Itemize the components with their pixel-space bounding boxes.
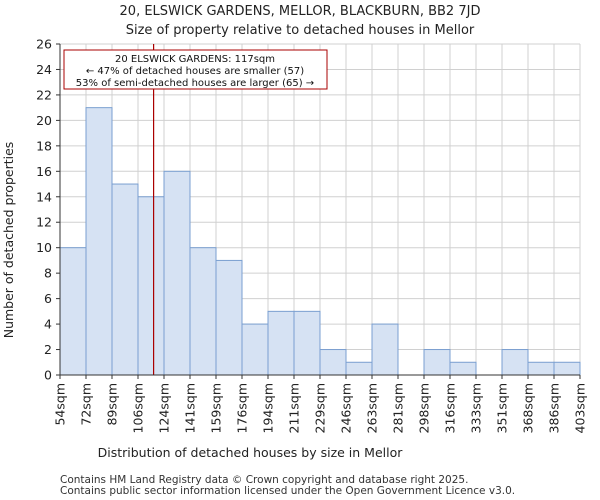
annotation-line-1: 20 ELSWICK GARDENS: 117sqm — [115, 54, 275, 65]
x-tick-label: 351sqm — [495, 383, 510, 433]
footer-line-1: Contains HM Land Registry data © Crown c… — [60, 474, 468, 486]
x-tick-label: 141sqm — [183, 383, 198, 433]
y-tick-label: 10 — [36, 240, 52, 255]
x-tick-label: 316sqm — [443, 383, 458, 433]
histogram-bar — [137, 196, 165, 376]
histogram-bar — [215, 259, 243, 376]
histogram-bar — [241, 323, 269, 376]
histogram-bar — [59, 247, 87, 376]
x-tick-label: 106sqm — [131, 383, 146, 433]
x-tick-labels: 54sqm 72sqm 89sqm 106sqm 124sqm 141sqm 159sqm 1… — [53, 383, 588, 433]
x-tick-label: 159sqm — [209, 383, 224, 433]
histogram-bar — [163, 170, 191, 376]
histogram-bar — [111, 183, 139, 376]
y-tick-label: 26 — [36, 37, 52, 52]
chart-title: 20, ELSWICK GARDENS, MELLOR, BLACKBURN, … — [120, 4, 481, 19]
y-tick-label: 2 — [44, 342, 52, 357]
x-tick-label: 386sqm — [547, 383, 562, 433]
y-tick-label: 0 — [44, 368, 52, 383]
bars — [59, 107, 581, 376]
histogram-bar — [319, 349, 347, 376]
x-tick-label: 263sqm — [365, 383, 380, 433]
x-tick-label: 368sqm — [521, 383, 536, 433]
x-tick-label: 54sqm — [53, 383, 68, 426]
x-tick-label: 176sqm — [235, 383, 250, 433]
histogram-bar — [85, 107, 113, 376]
y-tick-label: 6 — [44, 291, 52, 306]
y-tick-label: 18 — [36, 138, 52, 153]
annotation-frame — [63, 49, 328, 90]
histogram-bar — [501, 349, 529, 376]
histogram-bar — [553, 361, 581, 376]
y-tick-label: 20 — [36, 113, 52, 128]
x-tick-label: 72sqm — [79, 383, 94, 426]
histogram-bar — [293, 310, 321, 376]
histogram-bar — [371, 323, 399, 376]
y-tick-label: 16 — [36, 164, 52, 179]
x-tick-label: 333sqm — [469, 383, 484, 433]
y-tick-label: 12 — [36, 215, 52, 230]
y-tick-label: 8 — [44, 266, 52, 281]
x-axis-label: Distribution of detached houses by size … — [98, 445, 404, 460]
footer-line-2: Contains public sector information licen… — [60, 485, 515, 497]
histogram-bar — [527, 361, 555, 376]
x-tick-label: 403sqm — [573, 383, 588, 433]
chart-subtitle: Size of property relative to detached ho… — [126, 23, 475, 38]
x-tick-label: 89sqm — [105, 383, 120, 426]
annotation-line-2: ← 47% of detached houses are smaller (57… — [86, 66, 304, 77]
histogram-bar — [267, 310, 295, 376]
histogram-bar — [345, 361, 373, 376]
x-tick-label: 281sqm — [391, 383, 406, 433]
x-tick-label: 229sqm — [313, 383, 328, 433]
histogram-bar — [449, 361, 477, 376]
histogram-bar — [189, 247, 217, 376]
y-tick-label: 22 — [36, 87, 52, 102]
y-tick-label: 24 — [36, 62, 52, 77]
x-tick-label: 298sqm — [417, 383, 432, 433]
y-axis-label: Number of detached properties — [1, 142, 16, 339]
axes — [56, 43, 581, 379]
y-tick-label: 14 — [36, 189, 52, 204]
x-tick-label: 194sqm — [261, 383, 276, 433]
annotation-box: 20 ELSWICK GARDENS: 117sqm ← 47% of deta… — [63, 49, 328, 90]
histogram-bar — [423, 349, 451, 376]
x-tick-label: 124sqm — [157, 383, 172, 433]
y-tick-label: 4 — [44, 317, 52, 332]
annotation-line-3: 53% of semi-detached houses are larger (… — [76, 78, 314, 89]
x-tick-label: 246sqm — [339, 383, 354, 433]
x-tick-label: 211sqm — [287, 383, 302, 433]
